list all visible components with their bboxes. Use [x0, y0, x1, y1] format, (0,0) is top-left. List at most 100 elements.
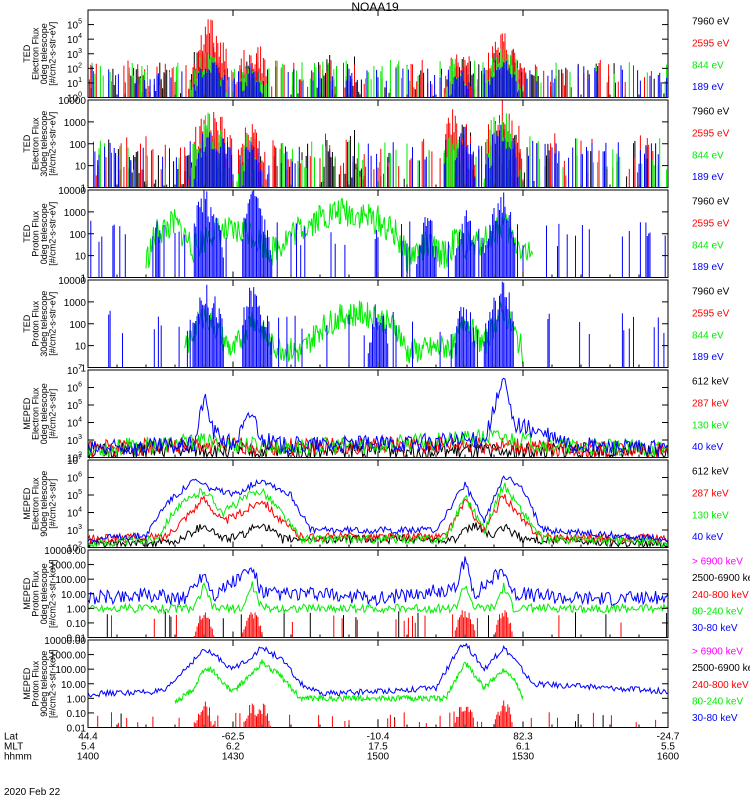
legend-label: 844 eV	[692, 330, 724, 341]
y-tick-label: 10000	[58, 276, 86, 287]
legend-label: 40 keV	[692, 442, 723, 453]
y-tick-exponent: 7	[78, 454, 82, 461]
series-line	[108, 281, 665, 368]
y-axis-label: 0deg telescope	[39, 563, 49, 624]
legend-label: > 6900 keV	[692, 557, 743, 568]
series-line	[87, 581, 669, 615]
series-line	[87, 642, 669, 698]
y-tick-exponent: 2	[78, 452, 82, 459]
x-tick-label: 82.3	[513, 732, 533, 743]
series-line	[87, 494, 669, 545]
legend-label: 844 eV	[692, 60, 724, 71]
legend-label: 844 eV	[692, 150, 724, 161]
x-tick-label: 6.1	[516, 742, 530, 753]
y-tick-label: 0.01	[67, 724, 87, 735]
y-tick-label: 1000.00	[50, 651, 87, 662]
y-axis-label: Proton Flux	[31, 570, 41, 617]
y-axis-label: [#/cm2-s-str-keV]	[48, 649, 58, 718]
y-tick-label: 100.00	[55, 575, 86, 586]
x-tick-label: 1530	[512, 752, 535, 763]
y-tick-exponent: 3	[78, 434, 82, 441]
y-axis-label: TED	[22, 224, 32, 243]
y-axis-label: MEPED	[22, 487, 32, 520]
y-tick-label: 104	[67, 33, 82, 46]
y-tick-label: 10.00	[61, 680, 86, 691]
y-tick-exponent: 3	[78, 524, 82, 531]
y-tick-label: 104	[67, 507, 82, 520]
y-axis-label: [#/cm2-s-str-keV]	[48, 559, 58, 628]
y-tick-exponent: 2	[78, 542, 82, 549]
y-tick-label: 1000	[64, 298, 87, 309]
panel-8: 0.01 0.10 1.00 10.00 100.00 1000.00 10000.00 ME…	[22, 636, 750, 735]
legend-label: 287 keV	[692, 398, 729, 409]
y-tick-label: 106	[67, 382, 82, 395]
legend-label: 612 keV	[692, 467, 729, 478]
series-line	[90, 190, 669, 278]
y-tick-label: 100	[69, 230, 86, 241]
series-line	[94, 124, 659, 188]
y-tick-label: 100	[69, 320, 86, 331]
legend-label: 189 eV	[692, 82, 724, 93]
y-axis-label: [#/cm2-s-str-eV]	[48, 292, 58, 356]
x-tick-label: 1500	[367, 752, 390, 763]
x-row-label: Lat	[4, 732, 18, 743]
y-axis-label: 90deg telescope	[39, 471, 49, 537]
legend-label: 240-800 keV	[692, 680, 749, 691]
y-tick-label: 1000.00	[50, 561, 87, 572]
y-axis-label: 0deg telescope	[39, 383, 49, 444]
series-line	[174, 659, 524, 705]
legend-label: 240-800 keV	[692, 590, 749, 601]
x-tick-label: 17.5	[368, 742, 388, 753]
y-tick-label: 0.10	[67, 619, 87, 630]
y-tick-label: 107	[67, 454, 82, 467]
date-label: 2020 Feb 22	[4, 787, 61, 798]
y-axis-label: MEPED	[22, 667, 32, 700]
y-tick-label: 1	[80, 184, 86, 195]
legend-label: 612 keV	[692, 377, 729, 388]
x-row-label: MLT	[4, 742, 23, 753]
legend-label: 287 keV	[692, 488, 729, 499]
y-axis-label: [#/cm2-s-str-eV]	[48, 22, 58, 86]
y-tick-label: 102	[67, 62, 82, 75]
legend-label: 2500-6900 keV	[692, 573, 750, 584]
legend-label: 130 keV	[692, 420, 729, 431]
y-tick-label: 105	[67, 489, 82, 502]
y-axis-label: TED	[22, 314, 32, 333]
y-tick-label: 1.00	[67, 604, 87, 615]
y-tick-exponent: 1	[78, 77, 82, 84]
y-axis-label: [#/cm2-s-str]	[48, 389, 58, 439]
panel-7: 0.01 0.10 1.00 10.00 100.00 1000.00 10000.00 ME…	[22, 546, 750, 645]
y-tick-label: 0.01	[67, 634, 87, 645]
y-axis-label: [#/cm2-s-str]	[48, 479, 58, 529]
y-tick-label: 10	[75, 162, 87, 173]
y-tick-label: 10	[75, 342, 87, 353]
series-line	[87, 440, 669, 460]
y-tick-label: 10000	[58, 186, 86, 197]
y-axis-label: 30deg telescope	[39, 111, 49, 177]
y-tick-label: 10000.00	[44, 636, 86, 647]
y-axis-label: 0deg telescope	[39, 23, 49, 84]
x-tick-label: 1430	[222, 752, 245, 763]
x-tick-label: 6.2	[226, 742, 240, 753]
y-tick-exponent: 5	[78, 399, 82, 406]
legend-label: 7960 eV	[692, 17, 730, 28]
legend-label: 40 keV	[692, 532, 723, 543]
series-line	[87, 556, 669, 607]
y-axis-label: Electron Flux	[31, 477, 41, 530]
y-axis-label: 90deg telescope	[39, 651, 49, 717]
y-tick-label: 106	[67, 472, 82, 485]
y-tick-label: 10000.00	[44, 546, 86, 557]
y-tick-exponent: 4	[78, 417, 82, 424]
y-axis-label: MEPED	[22, 577, 32, 610]
y-tick-exponent: 5	[78, 19, 82, 26]
y-axis-label: [#/cm2-s-str-eV]	[48, 112, 58, 176]
x-tick-label: -10.4	[367, 732, 390, 743]
series-line	[87, 475, 669, 543]
legend-label: 2595 eV	[692, 308, 730, 319]
y-tick-exponent: 4	[78, 507, 82, 514]
y-tick-exponent: 3	[78, 48, 82, 55]
